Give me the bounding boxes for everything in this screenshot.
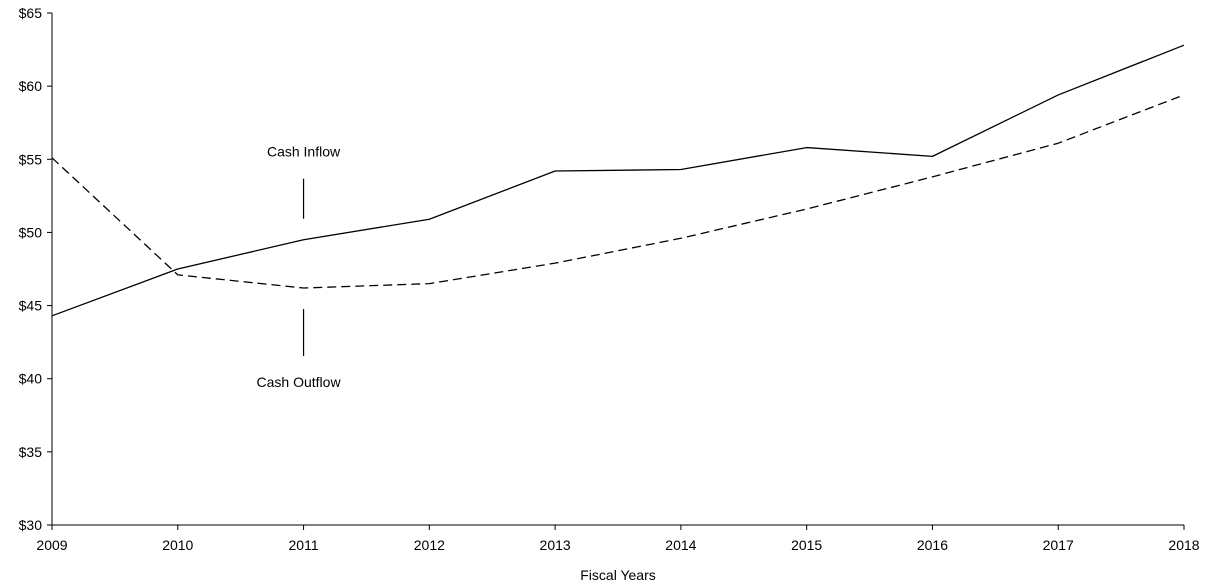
chart-series [51, 44, 1185, 317]
y-tick-label: $35 [19, 444, 43, 460]
chart-axes [51, 13, 1184, 526]
x-tick-label: 2018 [1168, 537, 1199, 553]
x-tick-label: 2012 [414, 537, 445, 553]
y-tick-label: $50 [19, 224, 43, 240]
x-tick-label: 2014 [665, 537, 696, 553]
annotation-label: Cash Inflow [267, 144, 341, 160]
x-tick-label: 2016 [917, 537, 948, 553]
x-tick-label: 2015 [791, 537, 822, 553]
x-tick-label: 2009 [36, 537, 67, 553]
chart-ticks: $30 $35 $40 $45 $50 $55 $60 $65 2009 2010 2011 2012… [19, 5, 1200, 553]
chart-annotations: Cash Inflow Cash Outflow [257, 144, 342, 390]
y-tick-label: $60 [19, 78, 43, 94]
x-tick-label: 2010 [162, 537, 193, 553]
x-tick-label: 2017 [1043, 537, 1074, 553]
y-tick-label: $45 [19, 298, 43, 314]
annotation-label: Cash Outflow [257, 374, 342, 390]
x-tick-label: 2013 [540, 537, 571, 553]
y-tick-label: $55 [19, 151, 43, 167]
y-tick-label: $30 [19, 517, 43, 533]
x-tick-label: 2011 [289, 537, 319, 553]
y-tick-label: $40 [19, 371, 43, 387]
y-tick-label: $65 [19, 5, 43, 21]
x-axis-title: Fiscal Years [580, 567, 655, 583]
series-line-0 [51, 44, 1185, 317]
